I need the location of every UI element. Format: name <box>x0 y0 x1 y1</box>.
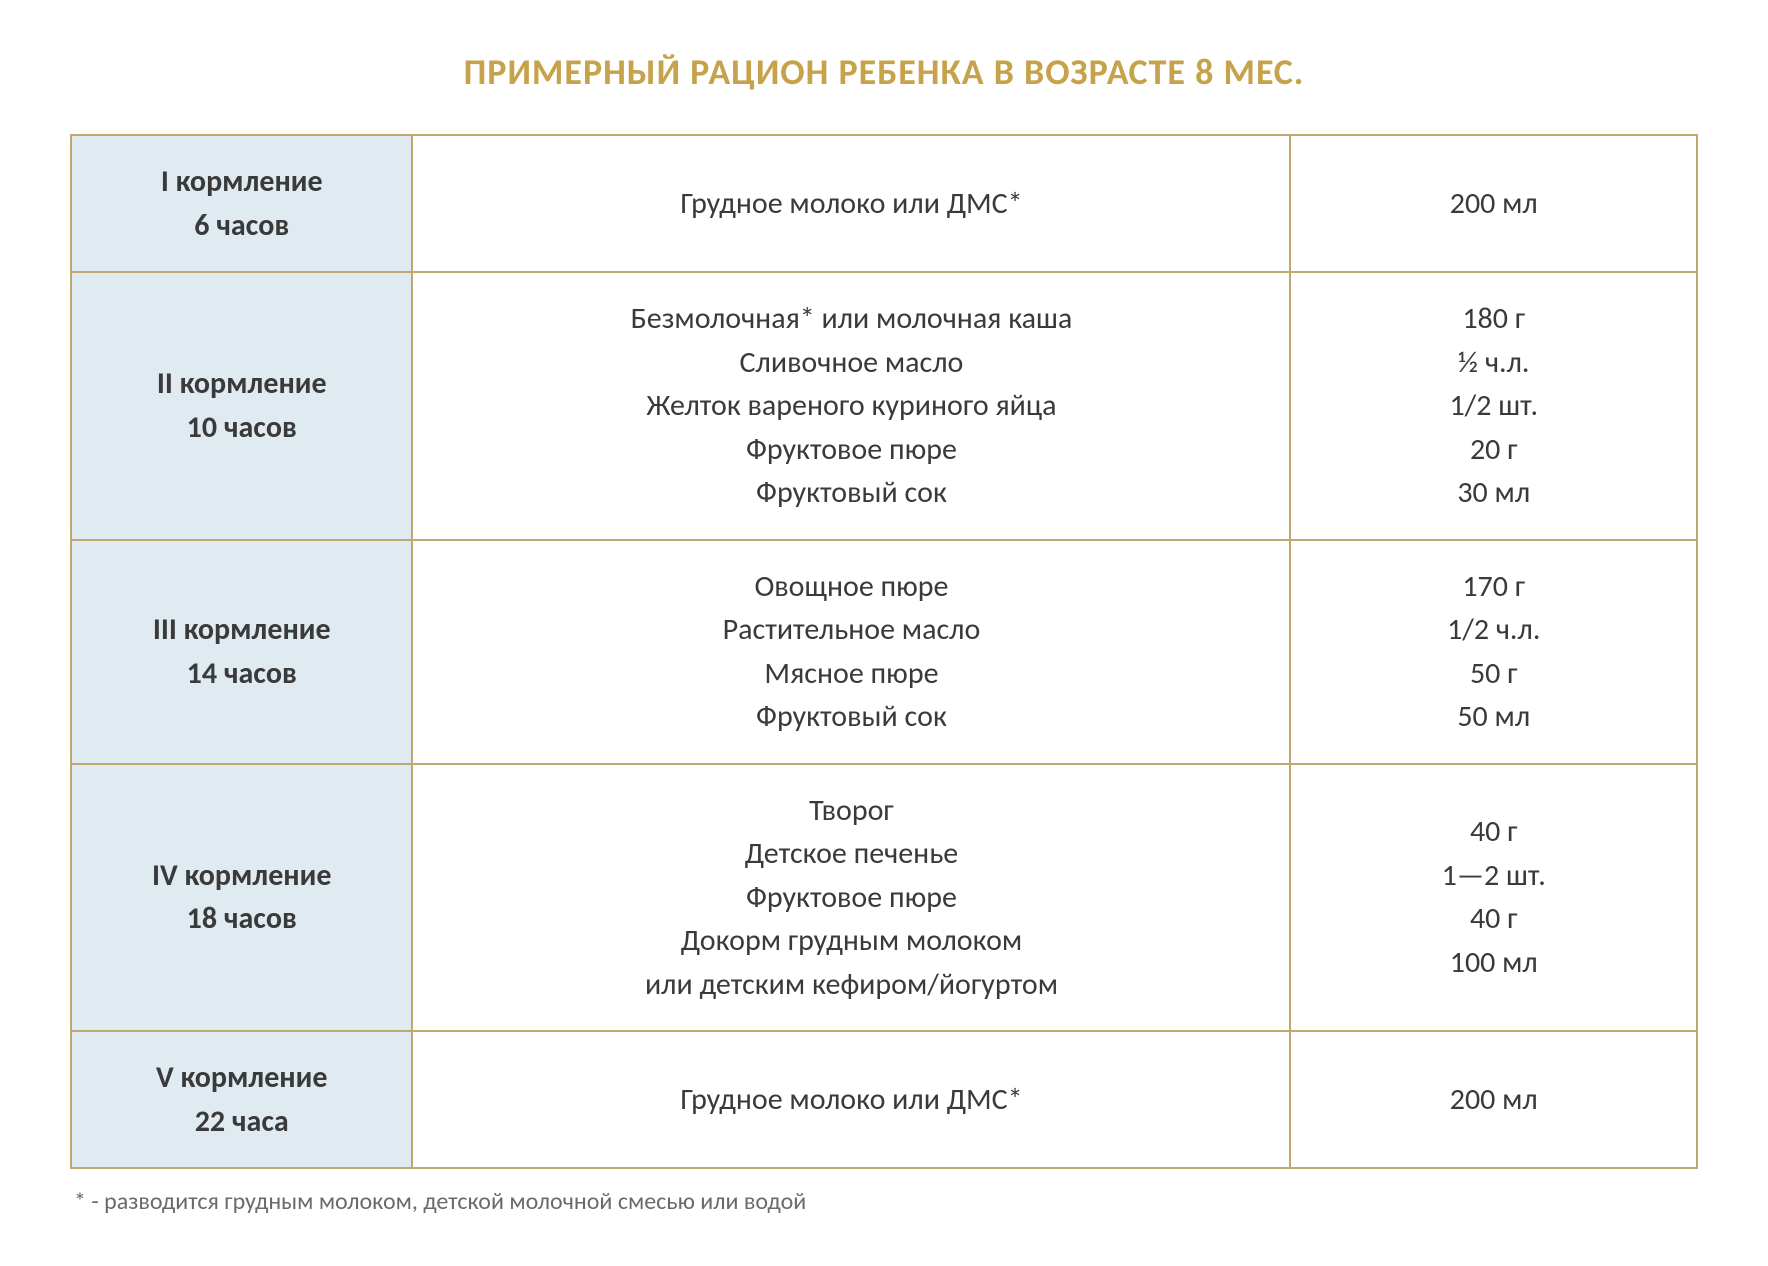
cell-amount: 200 мл <box>1290 1031 1697 1168</box>
amount-line: 200 мл <box>1311 1078 1676 1122</box>
amount-line: 30 мл <box>1311 471 1676 515</box>
amount-line: 200 мл <box>1311 182 1676 226</box>
amount-line: 1/2 шт. <box>1311 384 1676 428</box>
food-line: Фруктовое пюре <box>433 428 1269 472</box>
amount-line: 40 г <box>1311 897 1676 941</box>
amount-line: 50 мл <box>1311 695 1676 739</box>
amount-line: 1/2 ч.л. <box>1311 608 1676 652</box>
food-line: Овощное пюре <box>433 565 1269 609</box>
food-line: или детским кефиром/йогуртом <box>433 963 1269 1007</box>
food-line: Грудное молоко или ДМС* <box>433 1078 1269 1122</box>
table-row: II кормление10 часовБезмолочная* или мол… <box>71 272 1697 540</box>
cell-amount: 180 г½ ч.л.1/2 шт.20 г30 мл <box>1290 272 1697 540</box>
food-line: Детское печенье <box>433 832 1269 876</box>
food-line: Мясное пюре <box>433 652 1269 696</box>
food-line: Безмолочная* или молочная каша <box>433 297 1269 341</box>
cell-time: V кормление22 часа <box>71 1031 412 1168</box>
amount-line: 40 г <box>1311 810 1676 854</box>
food-line: Докорм грудным молоком <box>433 919 1269 963</box>
footnote: * - разводится грудным молоком, детской … <box>70 1187 1698 1216</box>
time-line: V кормление <box>92 1056 391 1100</box>
cell-time: IV кормление18 часов <box>71 764 412 1032</box>
amount-line: 50 г <box>1311 652 1676 696</box>
diet-table-body: I кормление6 часов Грудное молоко или ДМС… <box>71 135 1697 1168</box>
diet-table: I кормление6 часов Грудное молоко или ДМС… <box>70 134 1698 1169</box>
food-line: Фруктовое пюре <box>433 876 1269 920</box>
amount-line: 180 г <box>1311 297 1676 341</box>
cell-time: I кормление6 часов <box>71 135 412 272</box>
time-line: 10 часов <box>92 406 391 450</box>
cell-amount: 170 г1/2 ч.л.50 г50 мл <box>1290 540 1697 764</box>
time-line: IV кормление <box>92 854 391 898</box>
amount-line: 1—2 шт. <box>1311 854 1676 898</box>
time-line: II кормление <box>92 362 391 406</box>
time-line: 14 часов <box>92 652 391 696</box>
amount-line: ½ ч.л. <box>1311 341 1676 385</box>
food-line: Грудное молоко или ДМС* <box>433 182 1269 226</box>
table-row: IV кормление18 часовТворогДетское печень… <box>71 764 1697 1032</box>
food-line: Сливочное масло <box>433 341 1269 385</box>
cell-food: Безмолочная* или молочная кашаСливочное … <box>412 272 1290 540</box>
food-line: Фруктовый сок <box>433 695 1269 739</box>
time-line: 6 часов <box>92 204 391 248</box>
food-line: Растительное масло <box>433 608 1269 652</box>
cell-food: Овощное пюреРастительное маслоМясное пюр… <box>412 540 1290 764</box>
amount-line: 170 г <box>1311 565 1676 609</box>
table-row: I кормление6 часов Грудное молоко или ДМС… <box>71 135 1697 272</box>
cell-amount: 40 г1—2 шт.40 г100 мл <box>1290 764 1697 1032</box>
table-row: III кормление14 часовОвощное пюреРастите… <box>71 540 1697 764</box>
time-line: 22 часа <box>92 1100 391 1144</box>
amount-line: 100 мл <box>1311 941 1676 985</box>
table-row: V кормление22 часа Грудное молоко или ДМС… <box>71 1031 1697 1168</box>
food-line: Фруктовый сок <box>433 471 1269 515</box>
cell-time: III кормление14 часов <box>71 540 412 764</box>
cell-time: II кормление10 часов <box>71 272 412 540</box>
cell-food: Грудное молоко или ДМС* <box>412 1031 1290 1168</box>
page-title: ПРИМЕРНЫЙ РАЦИОН РЕБЕНКА В ВОЗРАСТЕ 8 МЕ… <box>70 50 1698 94</box>
time-line: I кормление <box>92 160 391 204</box>
time-line: III кормление <box>92 608 391 652</box>
amount-line: 20 г <box>1311 428 1676 472</box>
cell-food: Грудное молоко или ДМС* <box>412 135 1290 272</box>
time-line: 18 часов <box>92 897 391 941</box>
food-line: Творог <box>433 789 1269 833</box>
cell-amount: 200 мл <box>1290 135 1697 272</box>
cell-food: ТворогДетское печеньеФруктовое пюреДокор… <box>412 764 1290 1032</box>
food-line: Желток вареного куриного яйца <box>433 384 1269 428</box>
